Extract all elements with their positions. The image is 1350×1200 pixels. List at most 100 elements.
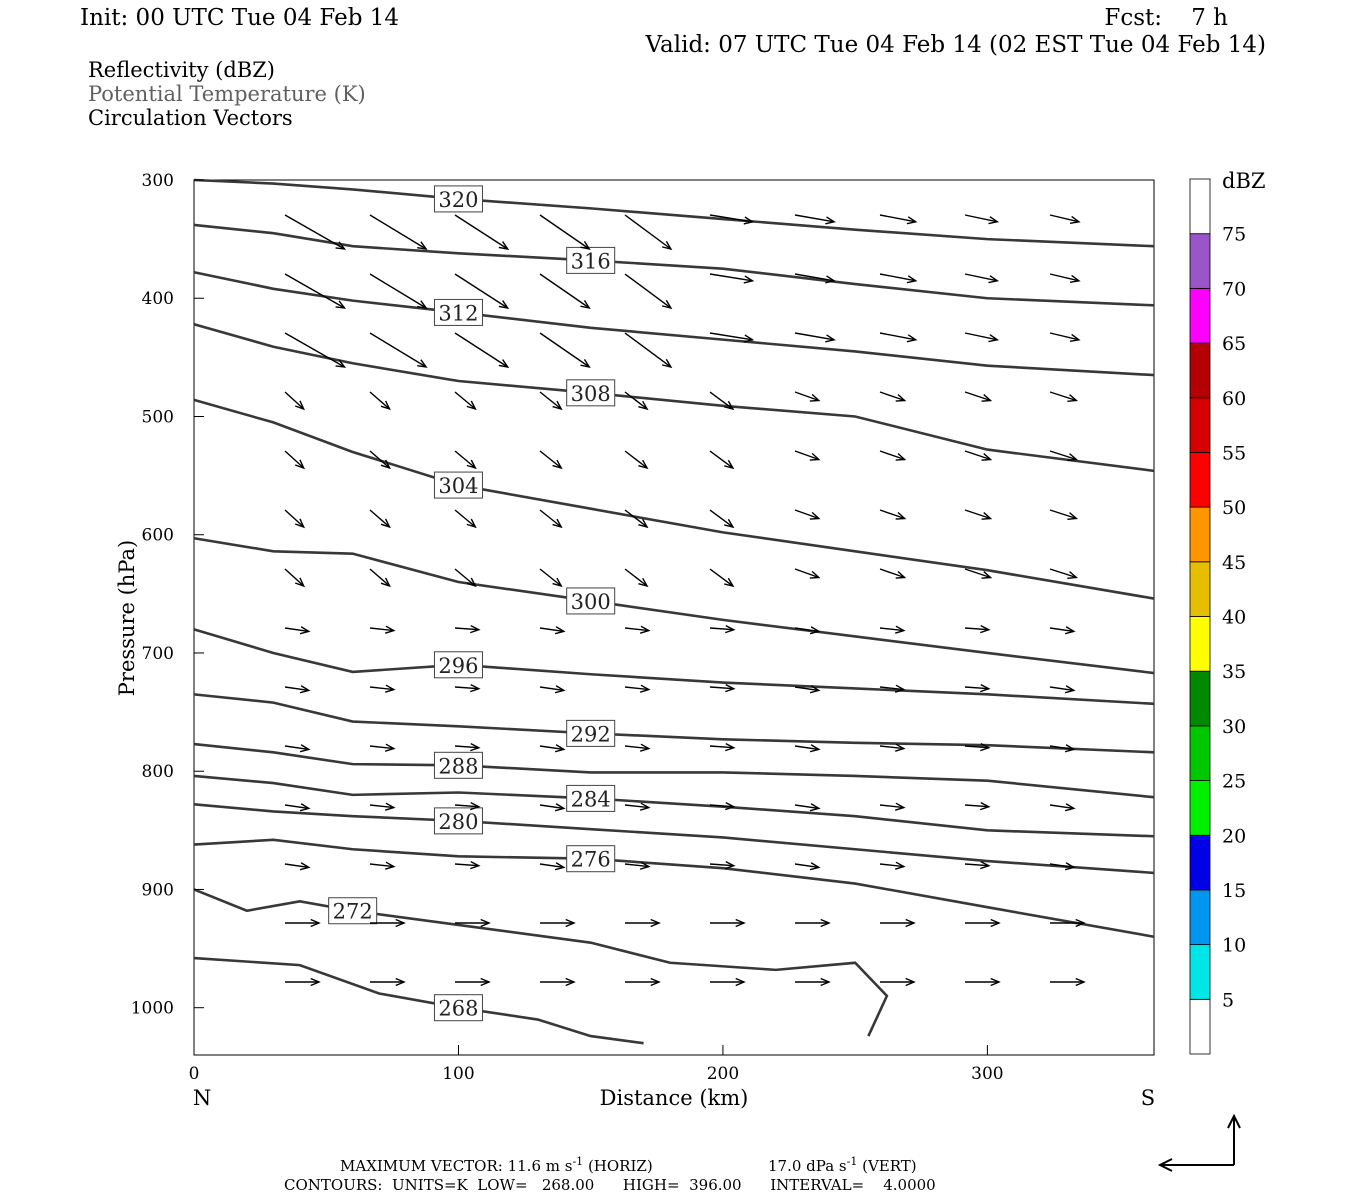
vector-arrowhead	[895, 452, 907, 461]
vector-arrowhead	[809, 626, 821, 635]
vector-arrowhead	[725, 742, 736, 752]
contour-label-box	[566, 587, 616, 615]
vector-arrowhead	[384, 684, 396, 693]
circulation-vector	[879, 863, 904, 868]
vector-arrowhead	[470, 801, 481, 811]
circulation-vector	[964, 450, 991, 461]
colorbar-label: 35	[1222, 661, 1246, 683]
circulation-vector	[369, 863, 394, 868]
vector-arrowhead	[395, 918, 406, 928]
circulation-vector	[539, 214, 590, 250]
circulation-vector	[794, 745, 819, 751]
colorbar-label: 75	[1222, 224, 1246, 246]
y-tick-label: 700	[142, 644, 174, 664]
circulation-vector	[454, 214, 509, 250]
field-theta: Potential Temperature (K)	[88, 82, 366, 106]
vector-arrowhead	[724, 577, 735, 588]
circulation-vector	[539, 686, 564, 692]
circulation-vector	[709, 509, 734, 528]
vector-arrowhead	[565, 918, 576, 928]
vector-arrowhead	[981, 394, 993, 402]
contour-label-box	[433, 807, 483, 835]
circulation-vector	[794, 391, 820, 402]
vector-arrowhead	[809, 744, 821, 753]
colorbar-swatch	[1189, 506, 1211, 563]
circulation-vector	[539, 863, 564, 869]
circulation-vector	[794, 568, 820, 579]
reference-vector-icon	[1157, 1113, 1241, 1172]
circulation-vector	[879, 627, 904, 632]
isentrope-320	[193, 178, 1155, 248]
vector-arrowhead	[820, 918, 831, 928]
vector-arrowhead	[552, 459, 563, 470]
circulation-vector	[369, 568, 391, 587]
isentrope-288	[193, 742, 1155, 799]
circulation-vector	[709, 804, 734, 808]
circulation-vector	[284, 686, 309, 692]
circulation-vector	[624, 745, 649, 750]
circulation-vector	[709, 332, 753, 341]
circulation-vector	[1049, 745, 1074, 751]
contour-label-320: 320	[438, 188, 478, 212]
x-tick-label: 0	[189, 1064, 200, 1084]
circulation-vector	[624, 804, 649, 809]
circulation-vector	[964, 509, 991, 520]
contour-label-box	[328, 897, 378, 925]
colorbar-label: 25	[1222, 771, 1246, 793]
contour-label-box	[433, 298, 483, 326]
vector-arrowhead	[639, 684, 651, 693]
vector-arrowhead	[895, 570, 907, 579]
contour-label-box	[566, 246, 616, 274]
vector-arrowhead	[825, 216, 836, 225]
vector-arrowhead	[565, 977, 576, 987]
circulation-vector	[624, 332, 672, 368]
colorbar-swatch	[1189, 178, 1211, 235]
isentrope-272	[193, 888, 889, 1037]
circulation-vector	[624, 450, 648, 469]
colorbar-label: 70	[1222, 278, 1246, 300]
vector-arrowhead	[825, 334, 836, 343]
contour-label-292: 292	[571, 722, 611, 746]
vector-arrowhead	[905, 918, 916, 928]
vector-arrowhead	[380, 577, 391, 588]
circulation-vector	[964, 804, 989, 808]
vector-arrowhead	[638, 459, 649, 470]
vector-arrowhead	[1069, 215, 1081, 225]
contour-label-296: 296	[438, 654, 478, 678]
vector-arrowhead	[906, 275, 918, 284]
vector-arrowhead	[1064, 803, 1076, 812]
y-tick-label: 600	[142, 526, 174, 546]
isentrope-284	[193, 774, 1155, 838]
colorbar-swatch	[1189, 889, 1211, 946]
vector-arrowhead	[335, 241, 347, 250]
vector-arrowhead	[809, 511, 821, 520]
circulation-vector	[794, 214, 835, 223]
circulation-vector	[624, 686, 649, 691]
circulation-vector	[879, 273, 916, 282]
isentrope-292	[193, 693, 1155, 754]
vector-arrowhead	[1064, 626, 1076, 635]
circulation-vector	[454, 686, 479, 690]
vector-arrowhead	[395, 977, 406, 987]
vector-arrowhead	[335, 359, 347, 368]
vector-arrowhead	[743, 216, 755, 225]
vector-arrowhead	[894, 625, 906, 634]
vector-arrowhead	[661, 299, 673, 310]
circulation-vector	[964, 863, 989, 867]
circulation-vector	[879, 450, 905, 461]
circulation-vector	[709, 568, 734, 587]
circulation-vector	[879, 332, 916, 341]
contour-label-268: 268	[438, 997, 478, 1021]
circulation-vector	[964, 214, 998, 223]
circulation-vector	[1049, 568, 1077, 579]
vector-arrowhead	[639, 625, 651, 634]
contour-label-box	[433, 471, 483, 499]
vector-arrowhead	[554, 862, 566, 871]
axes-layer: 300 400 500 600 700 800 900 1000 0 100 200 300	[131, 171, 1004, 1084]
contour-label-280: 280	[438, 810, 478, 834]
vector-arrowhead	[580, 359, 591, 369]
forecast-hour: Fcst: 7 h	[1104, 5, 1228, 31]
vector-arrowhead	[638, 400, 649, 411]
vector-arrowhead	[735, 977, 746, 987]
